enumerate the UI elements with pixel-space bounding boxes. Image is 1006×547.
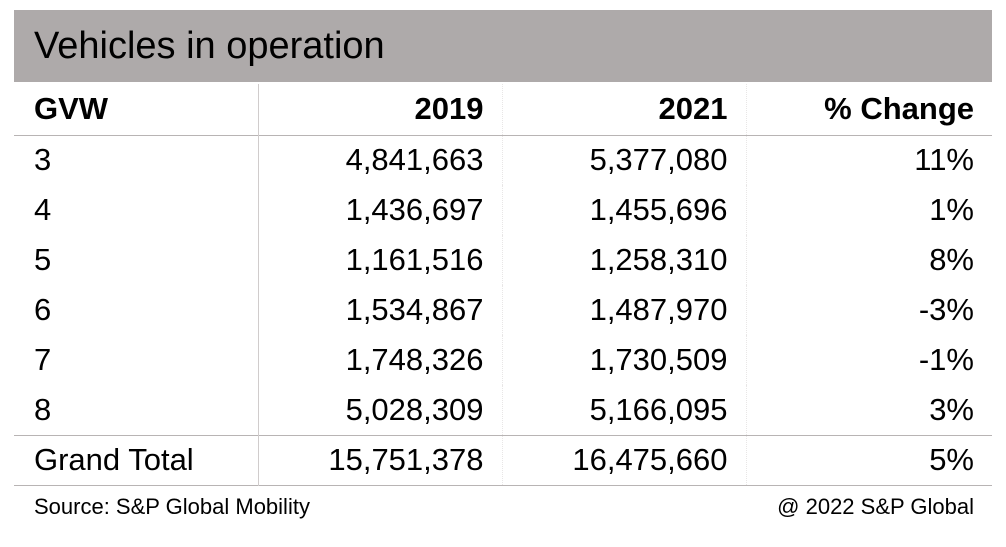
change-cell: -1% — [918, 342, 974, 377]
gvw-cell: 8 — [14, 385, 259, 435]
change-cell: 1% — [929, 192, 974, 227]
gvw-cell: 6 — [14, 285, 259, 335]
table-row: 8 5,028,309 5,166,095 3% — [14, 385, 992, 435]
column-header-change: % Change — [824, 91, 974, 127]
grand-total-2021: 16,475,660 — [502, 435, 747, 485]
gvw-cell: 7 — [14, 335, 259, 385]
source-note: Source: S&P Global Mobility — [34, 494, 310, 519]
table-row: 3 4,841,663 5,377,080 11% — [14, 135, 992, 185]
change-cell: 3% — [929, 391, 974, 427]
column-header-gvw: GVW — [14, 84, 259, 135]
vehicles-table: GVW 2019 2021 % Change 3 4,841,663 5,377… — [14, 84, 992, 486]
value-2021-cell: 1,455,696 — [502, 185, 747, 235]
change-cell: -3% — [918, 292, 974, 327]
value-2019-cell: 1,436,697 — [258, 185, 503, 235]
table-row: 7 1,748,326 1,730,509 -1% — [14, 335, 992, 385]
header-row: GVW 2019 2021 % Change — [14, 84, 992, 135]
value-2019-cell: 5,028,309 — [258, 385, 503, 435]
grand-total-row: Grand Total 15,751,378 16,475,660 5% — [14, 435, 992, 485]
column-header-2021: 2021 — [502, 84, 747, 135]
value-2021-cell: 1,258,310 — [502, 235, 747, 285]
table-row: 5 1,161,516 1,258,310 8% — [14, 235, 992, 285]
value-2021-cell: 1,730,509 — [502, 335, 747, 385]
gvw-cell: 3 — [14, 135, 259, 185]
value-2021-cell: 1,487,970 — [502, 285, 747, 335]
chart-title: Vehicles in operation — [14, 10, 992, 82]
change-cell: 11% — [914, 142, 974, 178]
value-2021-cell: 5,377,080 — [502, 135, 747, 185]
value-2019-cell: 1,748,326 — [258, 335, 503, 385]
change-cell: 8% — [929, 242, 974, 277]
copyright-note: @ 2022 S&P Global — [777, 494, 974, 519]
grand-total-label: Grand Total — [14, 435, 259, 485]
value-2019-cell: 1,161,516 — [258, 235, 503, 285]
grand-total-change: 5% — [929, 442, 974, 477]
gvw-cell: 5 — [14, 235, 259, 285]
footer: Source: S&P Global Mobility @ 2022 S&P G… — [14, 493, 992, 521]
gvw-cell: 4 — [14, 185, 259, 235]
value-2019-cell: 1,534,867 — [258, 285, 503, 335]
table-row: 4 1,436,697 1,455,696 1% — [14, 185, 992, 235]
column-header-2019: 2019 — [258, 84, 503, 135]
grand-total-2019: 15,751,378 — [258, 435, 503, 485]
table-row: 6 1,534,867 1,487,970 -3% — [14, 285, 992, 335]
value-2021-cell: 5,166,095 — [502, 385, 747, 435]
value-2019-cell: 4,841,663 — [258, 135, 503, 185]
